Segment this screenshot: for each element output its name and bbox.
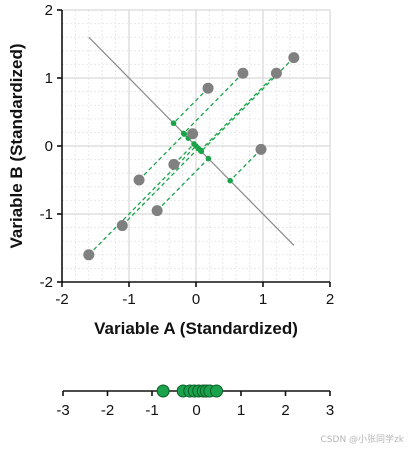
data-point — [151, 205, 163, 217]
y-tick-label: 1 — [45, 70, 53, 87]
x-tick-label: -1 — [122, 291, 135, 308]
data-point — [237, 67, 249, 79]
x-tick-label: -2 — [55, 291, 68, 308]
projection-line — [229, 148, 262, 182]
y-tick-label: -1 — [40, 206, 53, 223]
y-axis-title: Variable B (Standardized) — [7, 44, 26, 249]
data-point — [270, 67, 282, 79]
data-point — [83, 249, 95, 261]
watermark: CSDN @小张同学zk — [321, 433, 405, 445]
reference-line — [88, 36, 295, 246]
strip-tick-label: 3 — [326, 402, 334, 419]
strip-tick-label: -3 — [56, 402, 69, 419]
strip-tick-label: -1 — [145, 402, 158, 419]
strip-tick-label: 1 — [237, 402, 245, 419]
projection-point — [227, 177, 233, 184]
projection-point — [205, 155, 212, 162]
projection-point — [180, 130, 187, 137]
projection-point — [170, 120, 177, 127]
strip-tick-label: 2 — [281, 402, 289, 419]
strip-tick-label: 0 — [192, 402, 200, 419]
x-tick-label: 1 — [259, 291, 267, 308]
projection-point — [198, 148, 205, 155]
y-tick-label: 0 — [45, 138, 53, 155]
strip-tick-label: -2 — [101, 402, 114, 419]
axes — [57, 9, 331, 287]
y-tick-label: 2 — [45, 2, 53, 19]
projection-line — [173, 143, 195, 165]
data-point — [168, 158, 180, 170]
y-tick-label: -2 — [40, 274, 53, 291]
data-point — [202, 82, 214, 94]
strip-point — [210, 384, 224, 398]
projection-line — [183, 72, 244, 134]
y-tick-labels: 2 1 0 -1 -2 — [40, 2, 53, 291]
strip-tick-labels: -3 -2 -1 0 1 2 3 — [56, 402, 334, 419]
projection-point — [191, 141, 197, 147]
projection-line — [138, 133, 185, 181]
data-point — [288, 52, 300, 64]
data-point — [187, 128, 199, 140]
reference-line-segment — [88, 36, 295, 246]
x-tick-labels: -2 -1 0 1 2 — [55, 291, 334, 308]
strip-point — [156, 384, 170, 398]
x-tick-label: 0 — [192, 291, 200, 308]
projection-line — [173, 87, 209, 124]
projection-line — [156, 158, 209, 212]
strip-points — [156, 384, 224, 398]
data-point — [116, 220, 128, 232]
x-axis-title: Variable A (Standardized) — [94, 319, 298, 338]
data-point — [133, 174, 145, 186]
x-tick-label: 2 — [326, 291, 334, 308]
data-point — [255, 143, 267, 155]
data-points — [83, 52, 300, 261]
